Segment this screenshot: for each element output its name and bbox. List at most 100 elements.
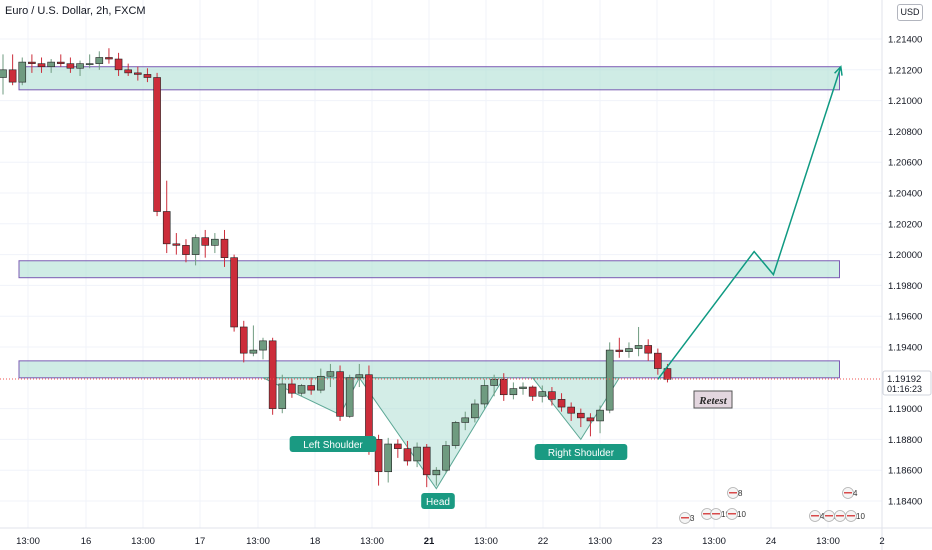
price-tick-label: 1.21000: [888, 96, 922, 107]
candle-body: [442, 445, 450, 471]
candle-body: [220, 238, 229, 258]
event-badge-stripe: [728, 513, 736, 515]
candle: [278, 374, 287, 414]
price-tick-label: 1.21400: [888, 35, 922, 46]
event-badge-stripe: [811, 515, 819, 517]
event-badge-count: 4: [853, 489, 858, 498]
event-badge: 8: [727, 487, 743, 499]
candle: [28, 54, 36, 73]
candle-body: [490, 379, 498, 386]
event-badge: 4: [842, 487, 858, 499]
candle: [182, 239, 190, 263]
candle-body: [211, 238, 219, 246]
candle-body: [644, 345, 653, 354]
time-tick-label: 13:00: [246, 536, 270, 547]
candle: [461, 411, 470, 431]
candle: [394, 439, 402, 458]
candle-body: [499, 379, 508, 396]
candle-body: [37, 63, 46, 68]
price-tick-label: 1.19400: [888, 343, 922, 354]
support-resistance-zones: [18, 66, 840, 379]
candle: [538, 385, 547, 403]
candle: [519, 382, 527, 395]
candle: [567, 402, 575, 421]
left-shoulder-label-bg: [289, 436, 377, 452]
candle: [586, 413, 595, 437]
event-badge-count: 10: [856, 512, 865, 521]
candle: [548, 387, 556, 406]
time-axis[interactable]: 13:00 16 13:00 17 13:00 18 13:00 21 13:00 22 13:00…: [0, 527, 932, 547]
candle-body: [124, 69, 132, 74]
candle-body: [249, 349, 258, 354]
time-tick-label: 13:00: [474, 536, 498, 547]
time-tick-label: 18: [310, 536, 321, 547]
candle-body: [576, 412, 585, 419]
candle: [490, 374, 498, 397]
time-tick-label: 16: [81, 536, 92, 547]
event-badge-stripe: [844, 492, 852, 494]
candle-body: [528, 386, 537, 397]
price-tick-label: 1.20000: [888, 250, 922, 261]
candle: [85, 54, 94, 69]
candle: [220, 229, 229, 267]
price-tag-price: 1.19192: [887, 374, 921, 385]
candle-body: [307, 385, 315, 391]
candle: [528, 385, 537, 401]
candle-body: [538, 391, 547, 397]
event-badge: 3: [679, 512, 695, 524]
arrow-head: [834, 65, 843, 76]
candle-body: [134, 72, 142, 75]
candle: [615, 337, 624, 358]
zone-1: [18, 66, 840, 91]
candle: [644, 339, 653, 361]
candle: [288, 379, 296, 398]
candle: [422, 444, 431, 488]
event-badge-count: 3: [690, 514, 695, 523]
event-badge-stripe: [712, 513, 720, 515]
candle-body: [85, 63, 94, 65]
candle: [95, 51, 104, 70]
event-badge-stripe: [681, 517, 689, 519]
candle-body: [66, 63, 75, 69]
candle-body: [162, 211, 171, 245]
candle-body: [596, 409, 604, 422]
candle-body: [259, 340, 267, 351]
candle: [451, 420, 460, 449]
retest-label: Retest: [693, 390, 733, 409]
candle-body: [586, 417, 595, 422]
candle-body: [413, 446, 421, 462]
candle-body: [143, 74, 152, 78]
candle-body: [297, 385, 306, 394]
candle: [480, 379, 489, 409]
event-badge-count: 8: [738, 489, 743, 498]
candle-body: [365, 374, 373, 440]
event-badge: 10: [845, 510, 865, 522]
candle: [153, 72, 161, 217]
candle-body: [654, 352, 662, 369]
candle-body: [172, 243, 181, 246]
candle: [345, 374, 354, 418]
candle: [76, 60, 84, 76]
price-tick-label: 1.18400: [888, 497, 922, 508]
price-axis[interactable]: 1.21400 1.21200 1.21000 1.20800 1.20600 1.204…: [881, 0, 922, 550]
candle-body: [278, 383, 287, 409]
candle-body: [336, 371, 344, 417]
candle-body: [509, 388, 518, 396]
currency-button[interactable]: USD: [897, 4, 923, 21]
candle-body: [268, 340, 277, 409]
candle-body: [153, 77, 161, 212]
zone-3: [18, 360, 840, 379]
candle: [66, 57, 75, 73]
candle-body: [615, 349, 624, 352]
candle-body: [403, 448, 412, 462]
candle: [143, 68, 152, 83]
head-shape: [358, 377, 505, 490]
time-tick-label: 13:00: [16, 536, 40, 547]
event-badge-count: 10: [737, 510, 746, 519]
candle: [336, 365, 344, 421]
time-tick-label: 22: [538, 536, 549, 547]
candle: [56, 54, 65, 67]
candle-body: [28, 61, 36, 64]
